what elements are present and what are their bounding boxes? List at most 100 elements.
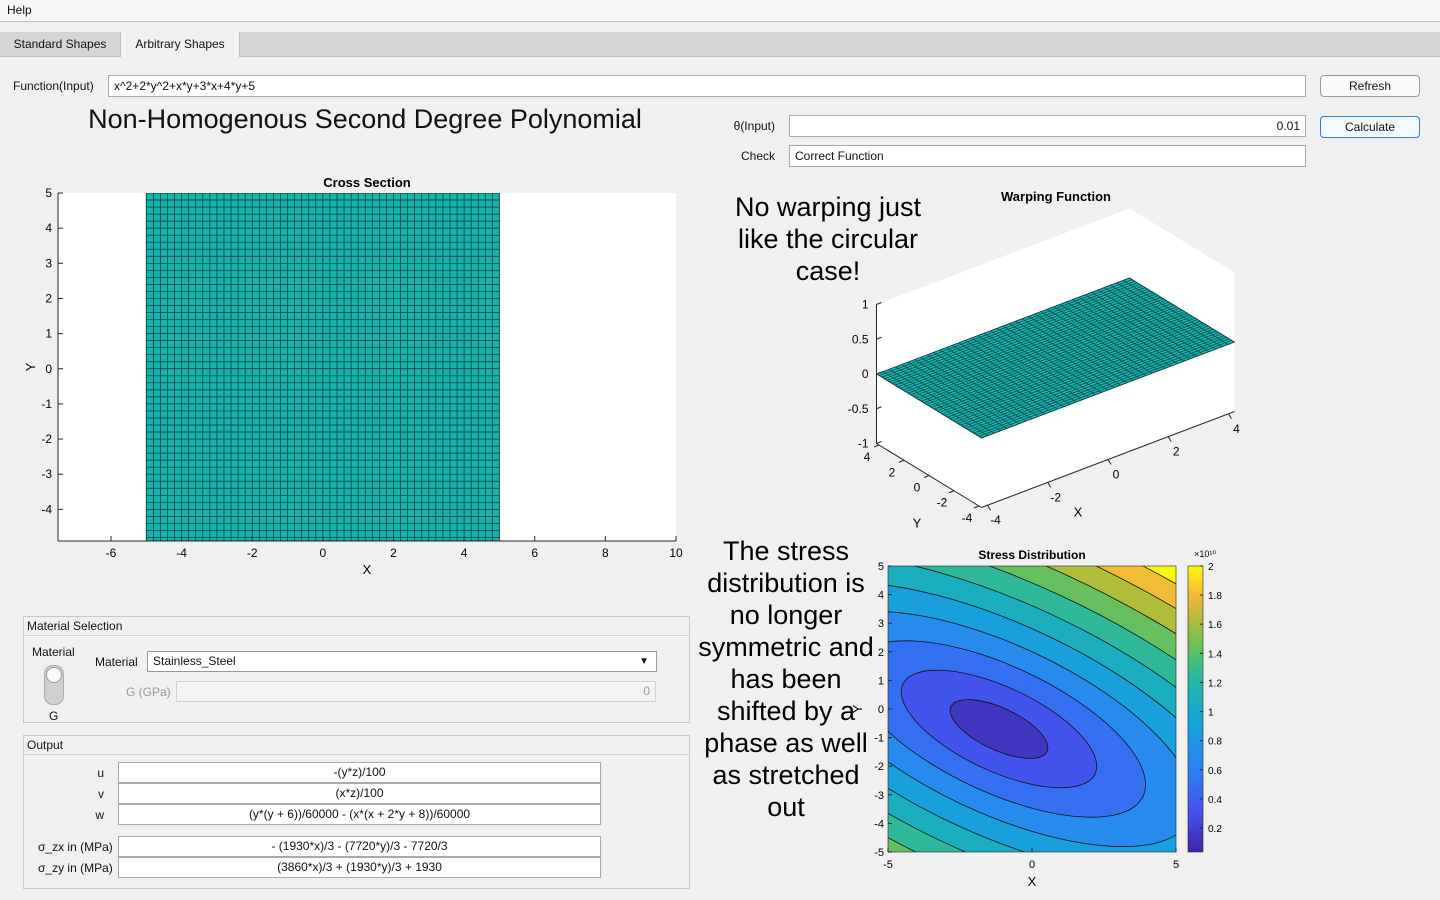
colorbar [1187,565,1204,853]
tab-active[interactable]: Arbitrary Shapes [121,32,240,57]
check-label: Check [740,149,775,163]
x-tick-label: 4 [1233,422,1240,436]
material-panel: Material Selection Material G Material S… [23,616,690,723]
y-tick-label: -4 [874,818,884,830]
x-tick-label: 10 [669,546,683,560]
y-tick-label: 3 [45,256,52,270]
y-tick-label: 2 [889,465,896,479]
calculate-button[interactable]: Calculate [1320,116,1420,138]
y-tick-label: 0 [45,362,52,376]
y-tick-label: -3 [41,467,52,481]
y-tick [973,505,980,509]
output-value: -(y*z)/100 [118,762,601,783]
x-tick-label: -5 [883,859,893,871]
z-tick [876,441,882,444]
colorbar-tick-label: 1.2 [1208,678,1222,689]
y-tick-label: -2 [874,761,884,773]
y-axis-label: Y [850,704,865,713]
y-tick-label: 1 [878,675,884,687]
y-tick [873,444,880,448]
function-input[interactable]: x^2+2*y^2+x*y+3*x+4*y+5 [108,75,1306,97]
output-panel: Output u -(y*z)/100 v (x*z)/100 w (y*(y + 6))… [23,735,690,889]
check-output: Correct Function [789,145,1306,167]
z-tick-label: -0.5 [848,402,869,416]
refresh-button[interactable]: Refresh [1320,75,1420,97]
mesh-group [145,193,500,541]
colorbar-tick-label: 0.8 [1208,737,1222,748]
x-tick-label: -6 [106,546,117,560]
x-tick-label: 5 [1173,859,1179,871]
x-axis-label: X [363,562,372,577]
x-axis-label: X [1028,874,1037,889]
y-tick-label: 1 [45,327,52,341]
annotation: has been [730,664,841,694]
y-tick-label: -1 [874,733,884,745]
annotation: like the circular [738,224,918,254]
output-label: σ_zx in (MPa) [38,840,113,854]
heading: Non-Homogenous Second Degree Polynomial [88,104,642,134]
tab[interactable]: Standard Shapes [0,32,121,56]
y-tick-label: 0 [878,704,884,716]
y-tick-label: -2 [41,432,52,446]
panel-title: Material Selection [24,617,689,636]
menu-bar: Help [0,0,1440,22]
x-axis-label: X [1074,505,1083,520]
menu-item[interactable]: Help [7,3,32,17]
material-dropdown[interactable]: Stainless_Steel ▼ [147,651,657,672]
x-tick [1228,413,1232,420]
y-tick [923,475,930,478]
y-tick-label: 5 [45,186,52,200]
x-tick-label: 0 [320,546,327,560]
y-tick-label: 3 [878,618,884,630]
x-tick-label: 6 [531,546,538,560]
colorbar-tick-label: 1.4 [1208,649,1222,660]
x-tick [987,504,991,511]
annotation: The stress [723,536,849,566]
y-tick-label: 2 [45,291,52,305]
x-tick-label: -2 [247,546,258,560]
y-tick-label: 0 [914,481,921,495]
y-tick-label: 4 [878,590,884,602]
annotation: phase as well [704,728,868,758]
z-tick-label: -1 [858,437,869,451]
z-tick [876,371,882,375]
annotation: as stretched [712,760,859,790]
y-tick-label: 5 [878,561,884,573]
switch-label: G [49,709,59,723]
x-tick-label: 2 [1173,445,1180,459]
output-value: (x*z)/100 [118,783,601,804]
function-label: Function(Input) [13,79,94,93]
y-tick-label: -4 [41,502,52,516]
output-label: v [98,787,104,801]
dropdown-label: Material [95,655,138,669]
annotation: distribution is [707,568,865,598]
x-tick [1047,482,1052,488]
tab-bar: Standard Shapes Arbitrary Shapes [0,32,1440,57]
x-tick-label: 4 [461,546,468,560]
theta-label: θ(Input) [733,119,775,133]
z-tick-label: 0.5 [852,332,869,346]
y-tick-label: -2 [937,496,948,510]
colorbar-tick-label: 1.6 [1208,620,1222,631]
mesh-lines [879,279,1232,437]
annotation: case! [796,256,861,286]
x-tick-label: -4 [990,513,1001,527]
output-value: (3860*x)/3 + (1930*y)/3 + 1930 [118,857,601,878]
annotation: shifted by a [717,696,856,726]
dropdown-arrow: ▼ [639,656,649,667]
theta-input[interactable]: 0.01 [789,115,1306,137]
chart-title: Stress Distribution [978,548,1085,562]
switch-label: Material [32,645,75,659]
toggle-switch[interactable] [44,665,64,705]
x-tick-label: 8 [602,546,609,560]
colorbar-tick-label: 0.6 [1208,766,1222,777]
switch-knob [46,667,62,683]
x-tick-label: 0 [1113,468,1120,482]
y-tick-label: 2 [878,647,884,659]
x-tick-label: 0 [1029,859,1035,871]
y-tick-label: -5 [874,847,884,859]
contour-group [888,566,1176,852]
y-tick-label: 4 [864,450,871,464]
colorbar-tick-label: 0.4 [1208,795,1222,806]
